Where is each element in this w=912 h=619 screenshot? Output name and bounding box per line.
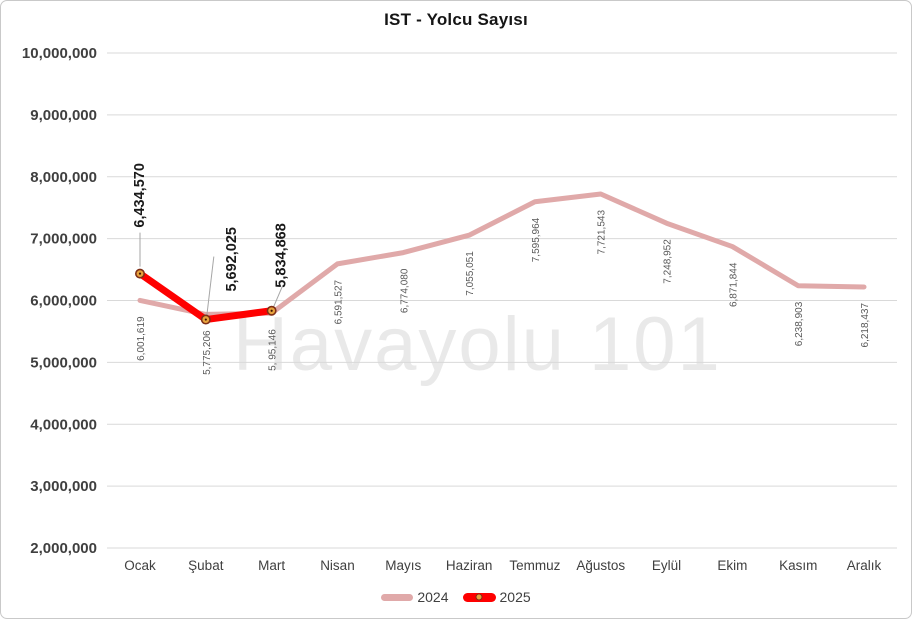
data-label-2025: 6,434,570 [132,163,148,228]
x-axis-label: Aralık [847,558,882,573]
legend-swatch-2025-line [462,592,496,602]
legend-marker-dot [475,593,483,601]
x-axis-label: Nisan [320,558,355,573]
data-label-2024: 7,248,952 [663,239,674,284]
data-label-2024: 5,775,206 [202,330,213,375]
data-label-2024: 6,218,437 [860,303,871,348]
y-axis-tick-label: 10,000,000 [22,45,97,62]
data-label-2024: 7,721,543 [597,210,608,255]
watermark: Havayolu 101 [233,302,722,387]
data-label-2024: 5, 95,146 [268,329,279,371]
legend-label-2025: 2025 [499,589,531,605]
legend-item-2024: 2024 [381,589,449,605]
data-label-2025: 5,834,868 [274,223,290,288]
x-axis-label: Eylül [652,558,681,573]
legend-item-2025: 2025 [462,589,531,605]
y-axis-tick-label: 3,000,000 [30,478,97,495]
data-label-2024: 6,001,619 [136,316,147,361]
x-axis-label: Kasım [779,558,817,573]
legend: 2024 2025 [1,589,911,605]
x-axis-label: Temmuz [509,558,560,573]
data-label-2024: 6,238,903 [794,301,805,346]
x-axis-label: Ocak [124,558,156,573]
data-point-marker-core [270,309,273,312]
y-axis-tick-label: 4,000,000 [30,416,97,433]
x-axis-label: Mayıs [385,558,421,573]
y-axis-tick-label: 7,000,000 [30,231,97,248]
data-label-2025: 5,692,025 [224,227,240,292]
x-axis-label: Şubat [188,558,224,573]
x-axis-label: Ekim [717,558,747,573]
label-leader-line [273,285,284,307]
x-axis-label: Mart [258,558,285,573]
data-label-2024: 6,774,080 [399,268,410,313]
chart-title: IST - Yolcu Sayısı [384,10,528,29]
y-axis-tick-label: 2,000,000 [30,540,97,557]
data-label-2024: 7,055,051 [465,251,476,296]
y-axis-tick-label: 6,000,000 [30,293,97,310]
label-leader-line [206,256,215,316]
y-axis-tick-label: 9,000,000 [30,107,97,124]
series-line-2024 [137,191,867,317]
data-label-2024: 6,591,527 [333,279,344,324]
x-axis-label: Ağustos [576,558,625,573]
data-label-2024: 6,871,844 [728,262,739,307]
legend-label-2024: 2024 [417,589,449,605]
data-point-marker-core [204,318,207,321]
data-point-marker-core [138,272,142,275]
y-axis-tick-label: 5,000,000 [30,354,97,371]
x-axis-label: Haziran [446,558,493,573]
data-label-2024: 7,595,964 [531,217,542,262]
y-axis-tick-label: 8,000,000 [30,169,97,186]
legend-swatch-2024-line [381,593,414,601]
